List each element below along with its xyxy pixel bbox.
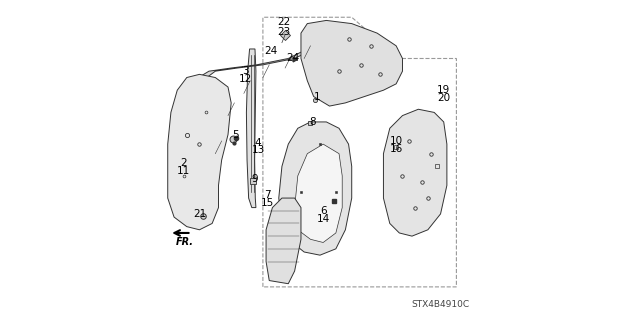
Text: 23: 23 xyxy=(277,27,290,36)
Text: 9: 9 xyxy=(252,174,259,184)
Polygon shape xyxy=(383,109,447,236)
Text: 2: 2 xyxy=(180,158,187,168)
Polygon shape xyxy=(279,122,352,255)
Text: 6: 6 xyxy=(320,206,326,216)
Text: 19: 19 xyxy=(437,85,451,95)
Polygon shape xyxy=(294,144,342,243)
Text: 4: 4 xyxy=(255,138,262,148)
Text: 7: 7 xyxy=(264,190,271,200)
Polygon shape xyxy=(266,198,301,284)
Text: 8: 8 xyxy=(308,117,316,127)
Text: FR.: FR. xyxy=(176,237,194,247)
Text: 21: 21 xyxy=(193,209,206,219)
Text: 14: 14 xyxy=(317,214,330,224)
Polygon shape xyxy=(246,49,256,208)
Text: STX4B4910C: STX4B4910C xyxy=(411,300,469,309)
Text: 3: 3 xyxy=(242,66,249,76)
Polygon shape xyxy=(168,74,231,230)
Text: 20: 20 xyxy=(437,93,451,103)
Text: 24: 24 xyxy=(264,45,278,56)
Text: 16: 16 xyxy=(390,144,403,154)
Text: 1: 1 xyxy=(314,92,320,101)
Text: 15: 15 xyxy=(261,198,275,208)
Text: 22: 22 xyxy=(277,17,290,27)
Polygon shape xyxy=(301,20,403,106)
Text: 24: 24 xyxy=(287,53,300,63)
Text: 12: 12 xyxy=(239,74,252,84)
Text: 11: 11 xyxy=(177,166,190,176)
Text: 5: 5 xyxy=(232,130,239,140)
Text: 10: 10 xyxy=(390,136,403,146)
Polygon shape xyxy=(190,24,342,160)
Text: 13: 13 xyxy=(252,146,265,156)
